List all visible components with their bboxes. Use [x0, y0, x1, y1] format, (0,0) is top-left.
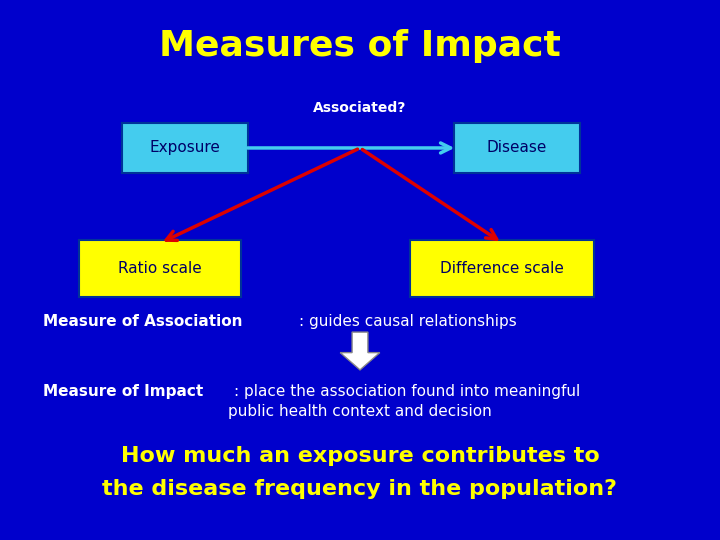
Text: How much an exposure contributes to: How much an exposure contributes to	[121, 446, 599, 467]
Text: Measure of Association: Measure of Association	[43, 314, 243, 329]
Text: public health context and decision: public health context and decision	[228, 404, 492, 419]
Text: : guides causal relationships: : guides causal relationships	[299, 314, 516, 329]
Text: Exposure: Exposure	[150, 140, 221, 156]
Text: Difference scale: Difference scale	[440, 261, 564, 276]
Text: Ratio scale: Ratio scale	[118, 261, 202, 276]
FancyBboxPatch shape	[122, 123, 248, 173]
Polygon shape	[340, 332, 380, 370]
FancyBboxPatch shape	[410, 240, 594, 297]
Text: Measure of Impact: Measure of Impact	[43, 384, 204, 399]
Text: the disease frequency in the population?: the disease frequency in the population?	[102, 478, 618, 499]
Text: Measures of Impact: Measures of Impact	[159, 29, 561, 63]
FancyBboxPatch shape	[79, 240, 241, 297]
Text: Disease: Disease	[487, 140, 546, 156]
FancyBboxPatch shape	[454, 123, 580, 173]
Text: Associated?: Associated?	[313, 101, 407, 115]
Text: : place the association found into meaningful: : place the association found into meani…	[234, 384, 580, 399]
